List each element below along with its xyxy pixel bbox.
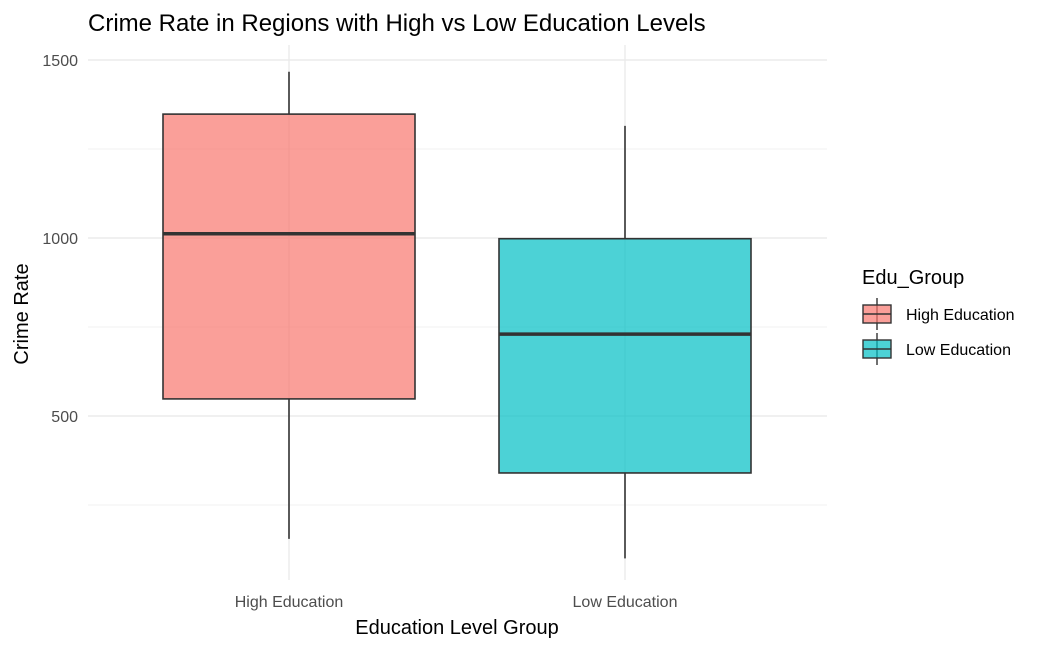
box-high-education xyxy=(162,71,416,539)
x-tick-label: High Education xyxy=(235,594,344,611)
y-tick-label: 500 xyxy=(51,409,78,426)
boxplot-boxes xyxy=(162,71,752,559)
interquartile-box xyxy=(498,237,752,474)
y-tick-label: 1000 xyxy=(42,231,78,248)
y-tick-label: 1500 xyxy=(42,53,78,70)
y-axis-title: Crime Rate xyxy=(11,263,33,364)
x-axis-tick-labels: High Education Low Education xyxy=(235,594,678,611)
legend-label: Low Education xyxy=(906,342,1011,359)
legend-key-low-education: Low Education xyxy=(862,333,1011,365)
legend-title: Edu_Group xyxy=(862,267,964,289)
legend-key-high-education: High Education xyxy=(862,298,1015,330)
legend-label: High Education xyxy=(906,307,1015,324)
legend-keys: High Education Low Education xyxy=(862,298,1015,365)
x-tick-label: Low Education xyxy=(573,594,678,611)
interquartile-box xyxy=(162,113,416,400)
legend: Edu_Group High Education Low Education xyxy=(862,267,1015,365)
y-axis-tick-labels: 500 1000 1500 xyxy=(42,53,78,426)
box-low-education xyxy=(498,125,752,559)
x-axis-title: Education Level Group xyxy=(355,617,558,639)
chart-title: Crime Rate in Regions with High vs Low E… xyxy=(88,10,706,37)
